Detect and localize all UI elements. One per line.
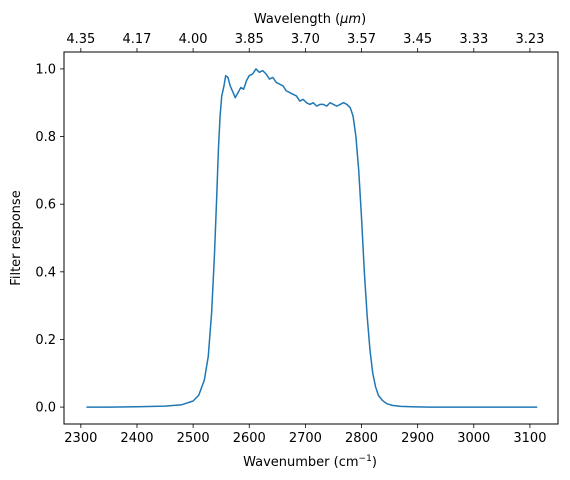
x-tick-label: 3100: [513, 431, 546, 446]
top-x-tick-label: 3.45: [403, 32, 432, 47]
y-tick-label: 0.0: [35, 401, 56, 416]
x-axis-label-close: ): [372, 455, 377, 470]
x-tick-label: 2400: [120, 431, 153, 446]
top-x-tick-label: 4.35: [66, 32, 95, 47]
ticks-layer: 2300 2400 2500 2600 2700 2800 2900 3000 3100 4.35…: [35, 32, 546, 446]
top-x-axis-label-text: Wavelength (: [254, 12, 340, 27]
x-tick-label: 3000: [457, 431, 490, 446]
x-axis-label-superscript: −1: [359, 454, 372, 464]
y-tick-label: 0.6: [35, 198, 56, 213]
filter-response-line: [86, 68, 538, 408]
top-x-tick-label: 3.85: [235, 32, 264, 47]
x-tick-label: 2500: [177, 431, 210, 446]
x-tick-label: 2900: [401, 431, 434, 446]
y-tick-label: 1.0: [35, 62, 56, 77]
y-tick-label: 0.8: [35, 130, 56, 145]
plot-area: [63, 51, 559, 425]
y-tick-label: 0.4: [35, 265, 56, 280]
x-tick-label: 2800: [345, 431, 378, 446]
top-x-tick-label: 4.17: [123, 32, 152, 47]
top-x-tick-label: 3.23: [515, 32, 544, 47]
top-x-tick-label: 3.57: [347, 32, 376, 47]
x-tick-label: 2700: [289, 431, 322, 446]
top-x-axis-label: Wavelength (μm): [254, 12, 366, 27]
x-axis-label-text: Wavenumber (cm: [243, 455, 358, 470]
top-x-tick-label: 3.33: [459, 32, 488, 47]
top-x-tick-label: 3.70: [291, 32, 320, 47]
x-axis-label: Wavenumber (cm−1): [243, 454, 377, 470]
x-tick-label: 2600: [233, 431, 266, 446]
x-tick-label: 2300: [64, 431, 97, 446]
top-x-axis-label-close: ): [361, 12, 366, 27]
y-axis-label: Filter response: [9, 190, 24, 285]
top-x-tick-label: 4.00: [179, 32, 208, 47]
y-tick-label: 0.2: [35, 333, 56, 348]
top-x-axis-label-unit: μm: [339, 12, 361, 27]
